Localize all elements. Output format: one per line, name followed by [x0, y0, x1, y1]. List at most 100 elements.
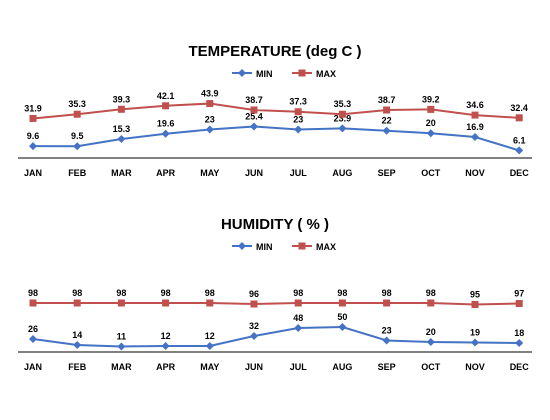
data-point-min	[382, 126, 391, 135]
data-label-max: 35.3	[334, 99, 352, 109]
data-label-max: 38.7	[245, 95, 263, 105]
data-label-min: 12	[161, 331, 171, 341]
legend-item-max: MAX	[292, 242, 336, 252]
legend-item-max: MAX	[292, 69, 336, 79]
chart-title: TEMPERATURE (deg C )	[188, 43, 361, 60]
data-label-max: 95	[470, 290, 480, 300]
data-label-max: 98	[161, 288, 171, 298]
series-line-max	[33, 302, 520, 306]
data-label-min: 6.1	[513, 135, 526, 145]
data-label-max: 37.3	[289, 97, 307, 107]
legend-marker-square	[298, 69, 306, 77]
data-point-max	[471, 111, 479, 119]
data-point-max	[117, 105, 125, 113]
data-label-min: 48	[293, 313, 303, 323]
data-point-min	[29, 335, 37, 343]
data-point-min	[515, 146, 524, 155]
data-label-min: 25.4	[245, 112, 263, 122]
data-label-max: 34.6	[466, 100, 484, 110]
x-tick-label: JUN	[245, 168, 263, 178]
data-label-max: 39.2	[422, 94, 440, 104]
x-tick-label: AUG	[332, 362, 352, 372]
x-tick-label: MAR	[111, 362, 132, 372]
data-label-min: 14	[72, 330, 82, 340]
data-point-min	[382, 336, 391, 345]
data-point-min	[205, 342, 214, 350]
data-label-max: 98	[337, 288, 347, 298]
x-tick-label: MAR	[111, 168, 132, 178]
x-tick-label: MAY	[200, 362, 219, 372]
legend-marker-diamond	[238, 69, 246, 77]
x-tick-label: FEB	[68, 168, 87, 178]
data-label-min: 11	[117, 332, 127, 342]
data-label-max: 31.9	[24, 103, 42, 113]
data-label-max: 98	[116, 288, 126, 298]
data-point-max	[515, 114, 523, 122]
legend-marker-square	[298, 242, 306, 250]
x-tick-label: AUG	[332, 168, 352, 178]
data-point-min	[73, 142, 82, 151]
data-label-min: 23	[293, 114, 303, 124]
data-label-min: 23	[382, 326, 392, 336]
data-point-max	[29, 114, 37, 122]
data-label-min: 9.6	[27, 131, 40, 141]
data-point-max	[427, 105, 435, 113]
x-tick-label: JUL	[290, 168, 308, 178]
x-tick-label: SEP	[378, 362, 396, 372]
data-point-min	[426, 338, 435, 346]
data-point-max	[117, 299, 125, 307]
x-tick-label: FEB	[68, 362, 87, 372]
x-tick-label: NOV	[465, 168, 485, 178]
data-label-max: 98	[72, 288, 82, 298]
data-label-min: 32	[249, 321, 259, 331]
data-label-max: 98	[28, 288, 38, 298]
data-point-max	[338, 299, 346, 307]
data-point-max	[338, 110, 346, 118]
data-point-max	[515, 300, 523, 307]
data-point-max	[294, 299, 302, 307]
series-line-min	[32, 125, 520, 152]
data-label-min: 18	[514, 328, 524, 338]
legend-marker-diamond	[238, 242, 246, 250]
x-tick-label: JAN	[24, 362, 42, 372]
data-point-min	[515, 339, 524, 347]
data-point-max	[250, 106, 258, 114]
data-label-max: 32.4	[510, 103, 528, 113]
data-label-max: 97	[514, 289, 524, 299]
data-point-max	[471, 301, 479, 308]
data-point-max	[162, 299, 170, 307]
data-label-min: 19.6	[157, 119, 175, 129]
data-point-max	[73, 299, 81, 307]
data-label-max: 39.3	[113, 94, 131, 104]
data-point-max	[162, 102, 170, 110]
data-label-min: 50	[337, 312, 347, 322]
data-point-min	[471, 338, 479, 347]
data-label-max: 38.7	[378, 95, 396, 105]
x-tick-label: DEC	[510, 362, 530, 372]
series-line-max	[32, 102, 520, 120]
data-label-min: 9.5	[71, 131, 84, 141]
data-point-min	[29, 142, 37, 151]
legend-item-min: MIN	[232, 69, 273, 79]
data-label-min: 12	[205, 331, 215, 341]
legend-label: MIN	[256, 242, 273, 252]
data-label-max: 43.9	[201, 89, 219, 99]
data-label-max: 98	[293, 288, 303, 298]
x-tick-label: SEP	[378, 168, 396, 178]
data-point-min	[205, 125, 214, 134]
data-point-min	[294, 125, 303, 134]
data-label-min: 20	[426, 118, 436, 128]
legend-label: MAX	[316, 242, 336, 252]
data-point-min	[426, 129, 435, 138]
x-tick-label: MAY	[200, 168, 219, 178]
data-point-min	[117, 135, 126, 144]
data-label-min: 22	[382, 116, 392, 126]
data-point-min	[338, 124, 347, 133]
data-label-min: 23.9	[334, 113, 352, 123]
data-point-min	[294, 324, 303, 332]
data-point-min	[471, 133, 479, 142]
chart-title: HUMIDITY ( % )	[221, 216, 329, 233]
legend-label: MAX	[316, 69, 336, 79]
data-label-min: 16.9	[466, 122, 484, 132]
